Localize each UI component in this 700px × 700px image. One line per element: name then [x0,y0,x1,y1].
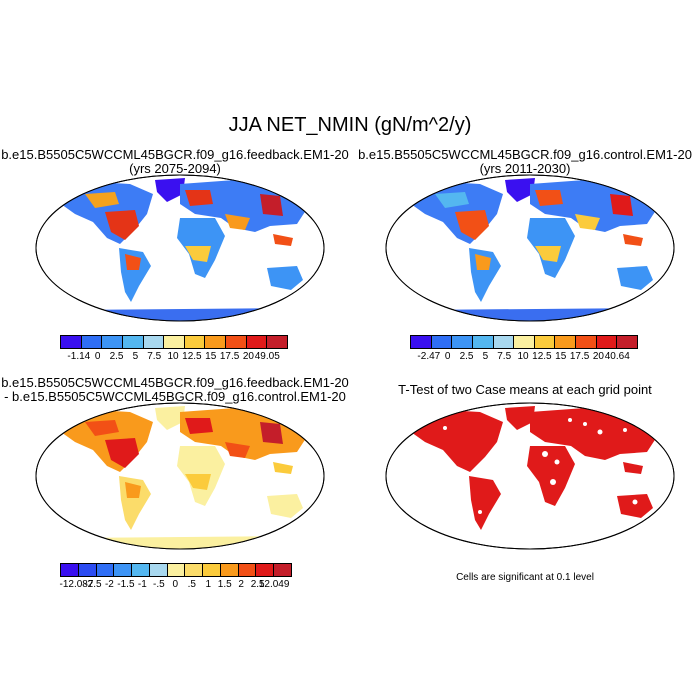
panel-title-control: b.e15.B5505C5WCCML45BGCR.f09_g16.control… [350,148,700,176]
colorbar-swatch [149,564,168,576]
colorbar-swatch [122,336,144,348]
colorbar-tick-label: 17.5 [569,351,590,362]
panel-title-feedback-line2: (yrs 2075-2094) [129,161,221,176]
colorbar-tick-label: 12.5 [532,351,552,362]
colorbar-swatch [452,336,473,348]
map-control [385,174,675,322]
colorbar-swatch [411,336,432,348]
colorbar-tick-label: -2 [104,579,114,590]
colorbar-tick-label: -.5 [152,579,165,590]
map-difference [35,402,325,550]
colorbar-swatch [143,336,165,348]
colorbar-tick-label: -2.5 [84,579,102,590]
colorbar-tick-label: 15 [555,351,567,362]
colorbar-swatch [596,336,618,348]
colorbar-tick-label: 5 [132,351,139,362]
colorbar-swatch [132,564,150,576]
colorbar-swatch [576,336,597,348]
colorbar-swatch [256,564,275,576]
colorbar-swatch [164,336,185,348]
colorbar-tick-label: -12.087 [59,579,94,590]
colorbar-swatch [81,336,103,348]
colorbar-tick-label: 2.5 [459,351,474,362]
colorbar-swatch [246,336,268,348]
colorbar-swatch [534,336,556,348]
panel-title-control-line1: b.e15.B5505C5WCCML45BGCR.f09_g16.control… [358,147,692,162]
colorbar-tick-label: 0 [172,579,179,590]
colorbar-tick-label: 12.049 [258,579,290,590]
map-feedback [35,174,325,322]
panel-title-difference-line2: - b.e15.B5505C5WCCML45BGCR.f09_g16.contr… [4,389,346,404]
colorbar-swatch [78,564,97,576]
colorbar-tick-label: 7.5 [497,351,512,362]
colorbar-swatch [167,564,186,576]
colorbar-swatch [238,564,257,576]
colorbar-tick-label: 1.5 [217,579,232,590]
colorbar-tick-label: -1.5 [117,579,135,590]
colorbar-difference [60,563,292,577]
colorbar-tick-label: 2.5 [250,579,265,590]
colorbar-tick-label: 0 [94,351,101,362]
colorbar-control [410,335,638,349]
colorbar-swatch [114,564,133,576]
colorbar-feedback [60,335,288,349]
colorbar-tick-label: 15 [205,351,217,362]
colorbar-swatch [472,336,494,348]
colorbar-tick-label: 20 [592,351,604,362]
main-title: JJA NET_NMIN (gN/m^2/y) [228,114,472,136]
colorbar-swatch [555,336,577,348]
colorbar-tick-label: 10 [167,351,179,362]
colorbar-tick-label: .5 [187,579,196,590]
map-ttest [385,402,675,550]
colorbar-tick-label: 12.5 [182,351,202,362]
colorbar-swatch [203,564,221,576]
panel-title-ttest: T-Test of two Case means at each grid po… [398,382,652,397]
colorbar-tick-label: 10 [517,351,529,362]
colorbar-tick-label: 2 [238,579,244,590]
colorbar-swatch [431,336,453,348]
colorbar-tick-label: 17.5 [219,351,240,362]
colorbar-swatch [205,336,227,348]
colorbar-tick-label: 7.5 [147,351,162,362]
colorbar-swatch [184,336,206,348]
colorbar-swatch [226,336,247,348]
colorbar-tick-label: 5 [482,351,489,362]
colorbar-tick-label: 40.64 [604,351,630,362]
colorbar-tick-label: 0 [444,351,451,362]
colorbar-swatch [61,564,79,576]
colorbar-tick-label: -2.47 [417,351,441,362]
colorbar-swatch [185,564,204,576]
significance-note: Cells are significant at 0.1 level [456,572,594,583]
colorbar-tick-label: -1.14 [67,351,91,362]
colorbar-swatch [96,564,115,576]
colorbar-tick-label: 49.05 [254,351,280,362]
colorbar-swatch [61,336,82,348]
colorbar-tick-label: 1 [205,579,212,590]
colorbar-tick-label: 2.5 [109,351,124,362]
panel-title-difference-line1: b.e15.B5505C5WCCML45BGCR.f09_g16.feedbac… [1,375,349,390]
colorbar-tick-label: 20 [242,351,254,362]
colorbar-swatch [617,336,638,348]
colorbar-swatch [493,336,515,348]
panel-title-control-line2: (yrs 2011-2030) [479,161,571,176]
panel-title-difference: b.e15.B5505C5WCCML45BGCR.f09_g16.feedbac… [0,376,350,404]
colorbar-swatch [514,336,535,348]
colorbar-swatch [267,336,288,348]
colorbar-swatch [220,564,239,576]
panel-title-feedback-line1: b.e15.B5505C5WCCML45BGCR.f09_g16.feedbac… [1,147,349,162]
colorbar-tick-label: -1 [137,579,147,590]
colorbar-swatch [274,564,291,576]
panel-title-feedback: b.e15.B5505C5WCCML45BGCR.f09_g16.feedbac… [0,148,350,176]
colorbar-swatch [102,336,123,348]
